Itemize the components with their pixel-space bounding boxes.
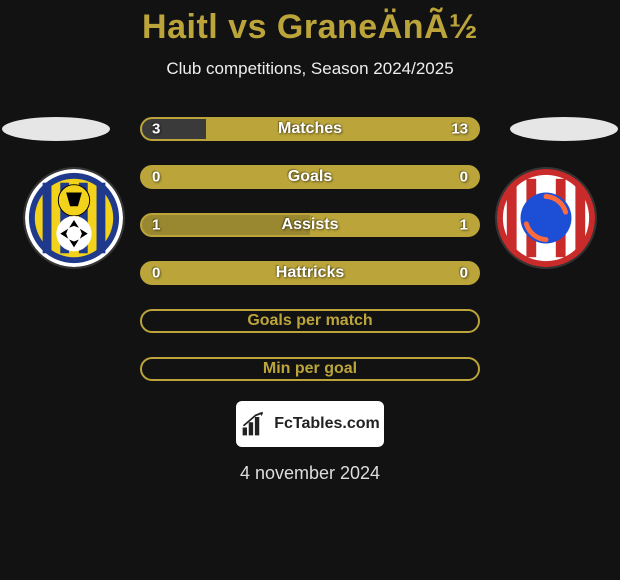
fctables-logo-icon — [240, 410, 268, 438]
stat-bar-gpm: Goals per match — [140, 309, 480, 333]
stat-label: Min per goal — [263, 360, 357, 378]
stat-label: Assists — [282, 216, 339, 234]
stat-value-right: 13 — [451, 121, 468, 138]
left-player-silhouette — [2, 117, 110, 141]
right-player-silhouette — [510, 117, 618, 141]
right-player-column — [486, 117, 606, 267]
stat-label: Hattricks — [276, 264, 344, 282]
title: Haitl vs GraneÄnÃ½ — [0, 0, 620, 47]
stat-bar-hattricks: 0 0 Hattricks — [140, 261, 480, 285]
subtitle: Club competitions, Season 2024/2025 — [0, 59, 620, 79]
stat-label: Matches — [278, 120, 342, 138]
stat-value-left: 1 — [152, 217, 160, 234]
right-club-crest — [497, 169, 595, 267]
brand-badge[interactable]: FcTables.com — [236, 401, 384, 447]
stat-label: Goals — [288, 168, 332, 186]
stat-bar-goals: 0 0 Goals — [140, 165, 480, 189]
comparison-date: 4 november 2024 — [0, 463, 620, 484]
fc-zbrojovka-crest-icon — [497, 169, 595, 267]
sfc-opava-crest-icon — [25, 169, 123, 267]
stat-value-left: 0 — [152, 265, 160, 282]
stat-value-right: 1 — [460, 217, 468, 234]
stat-value-right: 0 — [460, 265, 468, 282]
stat-value-right: 0 — [460, 169, 468, 186]
left-club-crest — [25, 169, 123, 267]
stat-label: Goals per match — [247, 312, 372, 330]
stat-bar-mpg: Min per goal — [140, 357, 480, 381]
stat-bar-assists: 1 1 Assists — [140, 213, 480, 237]
stat-value-left: 3 — [152, 121, 160, 138]
comparison-panel: 3 13 Matches 0 0 Goals 1 1 Assists 0 0 Hattricks Goa… — [0, 117, 620, 381]
brand-text: FcTables.com — [274, 415, 380, 433]
stat-bars: 3 13 Matches 0 0 Goals 1 1 Assists 0 0 Hattricks Goa… — [134, 117, 486, 381]
left-player-column — [14, 117, 134, 267]
stat-bar-matches: 3 13 Matches — [140, 117, 480, 141]
stat-value-left: 0 — [152, 169, 160, 186]
